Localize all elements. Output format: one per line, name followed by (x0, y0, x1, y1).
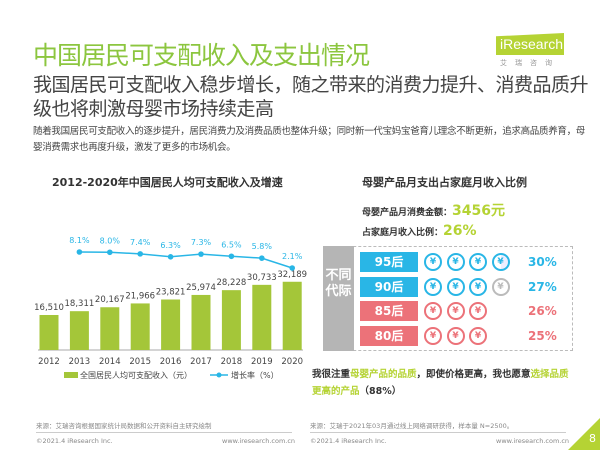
x-tick-label: 2012 (38, 357, 60, 367)
iresearch-logo: iResearch (496, 33, 564, 55)
x-tick-label: 2016 (160, 357, 182, 367)
bar (69, 311, 89, 350)
growth-point (198, 251, 204, 257)
bar-label: 32,189 (277, 270, 307, 280)
generation-90后: 90后 (360, 276, 418, 297)
growth-point (259, 255, 265, 261)
description: 随着我国居民可支配收入的逐步提升，居民消费力及消费品质也整体升级；同时新一代宝妈… (33, 126, 586, 153)
spend-value: 3456元 (452, 203, 505, 219)
income-chart: 16,510 2012 18,311 2013 20,167 2014 21,966 2015… (34, 236, 307, 380)
bar (282, 281, 302, 350)
coin-icon: ¥ (469, 253, 487, 271)
coin-icon: ¥ (446, 326, 465, 345)
bar (100, 307, 120, 350)
x-tick-label: 2015 (129, 357, 151, 367)
growth-label: 7.3% (191, 238, 212, 247)
growth-point (137, 251, 143, 257)
note-text: 我很注重 (312, 369, 351, 380)
bar-label: 25,974 (186, 283, 216, 293)
growth-label: 8.0% (100, 236, 121, 245)
growth-label: 7.4% (130, 238, 151, 247)
bar-label: 28,228 (217, 278, 247, 288)
generation-percent: 27% (528, 279, 557, 294)
x-tick-label: 2019 (251, 357, 273, 367)
generation-percent: 30% (528, 255, 557, 269)
legend-line-marker (216, 372, 222, 378)
growth-label: 8.1% (69, 236, 90, 245)
x-tick-label: 2018 (221, 357, 243, 367)
x-tick-label: 2013 (69, 357, 91, 367)
bar-label: 21,966 (125, 291, 155, 301)
ratio-value: 26% (443, 223, 477, 239)
growth-label: 5.8% (252, 242, 273, 251)
coin-icon: ¥ (491, 253, 510, 271)
bar-label: 30,733 (247, 273, 277, 283)
url-right: www.iresearch.com.cn (496, 437, 570, 445)
growth-label: 2.1% (282, 252, 303, 261)
bar (161, 299, 181, 350)
note-percent: （88%） (359, 386, 402, 397)
page-number: 8 (568, 418, 600, 450)
growth-line (79, 251, 293, 269)
divider (310, 432, 566, 433)
coin-icon: ¥ (469, 326, 487, 345)
legend-bar-label: 全国居民人均可支配收入（元） (80, 370, 192, 380)
coin-icon: ¥ (446, 253, 465, 271)
source-left: 来源：艾瑞咨询根据国家统计局数据和公开资料自主研究绘制 (36, 422, 212, 430)
growth-point (228, 253, 235, 260)
copyright-left: ©2021.4 iResearch Inc. (36, 437, 113, 445)
generation-85后: 85后 (360, 301, 418, 321)
bar-label: 20,167 (95, 295, 125, 305)
url-left: www.iresearch.com.cn (222, 437, 296, 445)
logo-subtitle: 艾瑞咨询 (500, 59, 560, 67)
note-highlight: 选择品质更高的产品 (312, 369, 569, 397)
coin-icon: ¥ (424, 277, 442, 296)
bar (191, 294, 211, 350)
note-text: ，即使价格更高，我也愿意 (416, 369, 531, 380)
coin-icon: ¥ (469, 302, 487, 320)
quality-note: 我很注重母婴产品的品质，即使价格更高，我也愿意选择品质更高的产品（88%） (312, 366, 577, 400)
x-tick-label: 2020 (281, 357, 303, 367)
coin-icon: ¥ (446, 302, 465, 320)
bar-label: 18,311 (65, 299, 95, 309)
spend-label: 母婴产品月消费金额： (362, 208, 453, 218)
generation-percent: 25% (528, 328, 557, 343)
growth-point (289, 265, 296, 271)
note-highlight: 母婴产品的品质 (350, 369, 417, 380)
growth-label: 6.5% (221, 240, 242, 249)
subtitle: 我国居民可支配收入稳步增长，随之带来的消费力提升、消费品质升级也将刺激母婴市场持… (33, 74, 589, 120)
legend-bar-swatch (64, 372, 78, 378)
page-title: 中国居民可支配收入及支出情况 (33, 41, 370, 70)
bar (130, 303, 150, 350)
coin-icon: ¥ (491, 277, 510, 296)
bar (252, 284, 272, 350)
x-tick-label: 2017 (190, 357, 212, 367)
chart-title: 2012-2020年中国居民人均可支配收入及增速 (52, 176, 283, 189)
ratio-label: 占家庭月收入比例： (362, 228, 444, 238)
growth-point (107, 249, 113, 256)
bar-label: 23,821 (156, 287, 186, 297)
copyright-right: ©2021.4 iResearch Inc. (310, 437, 387, 445)
growth-point (76, 249, 83, 255)
coin-icon: ¥ (469, 277, 487, 296)
divider (36, 432, 292, 433)
generation-80后: 80后 (360, 325, 418, 346)
x-tick-label: 2014 (99, 357, 121, 367)
coin-icon: ¥ (446, 277, 465, 296)
coin-icon: ¥ (424, 326, 442, 345)
right-title: 母婴产品月支出占家庭月收入比例 (362, 176, 527, 189)
coin-icon: ¥ (424, 253, 442, 271)
generation-percent: 26% (528, 304, 557, 318)
coin-icon: ¥ (424, 302, 442, 320)
generation-95后: 95后 (360, 252, 418, 272)
legend-line-label: 增长率（%） (231, 370, 279, 380)
bar (39, 314, 59, 350)
growth-label: 6.3% (160, 241, 181, 250)
generation-label: 不同代际 (323, 246, 354, 351)
bar (221, 290, 241, 350)
growth-point (167, 254, 174, 260)
bar-label: 16,510 (34, 303, 64, 313)
source-right: 来源：艾瑞于2021年03月通过线上网络调研获得，样本量 N=2500。 (310, 422, 514, 430)
